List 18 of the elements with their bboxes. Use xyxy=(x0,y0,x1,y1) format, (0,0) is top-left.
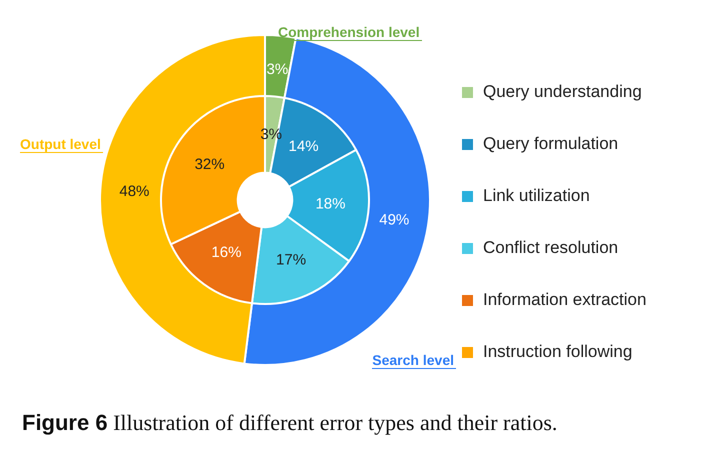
legend-label: Query understanding xyxy=(483,82,642,102)
data-label: 32% xyxy=(194,156,225,173)
slice-label: Comprehension level xyxy=(278,24,422,41)
data-label: 16% xyxy=(211,244,242,262)
legend-label: Conflict resolution xyxy=(483,238,618,258)
data-label: 14% xyxy=(288,138,319,156)
legend-label: Query formulation xyxy=(483,134,618,154)
data-label: 18% xyxy=(315,195,346,212)
legend-label: Link utilization xyxy=(483,186,590,206)
legend-label: Instruction following xyxy=(483,342,632,362)
legend-label: Information extraction xyxy=(483,290,646,310)
data-label: 17% xyxy=(276,251,306,268)
data-label: 49% xyxy=(379,212,410,229)
caption: Figure 6 Illustration of different error types and their ratios. xyxy=(22,410,558,435)
slice-label: Search level xyxy=(372,352,456,369)
data-label: 3% xyxy=(266,60,288,78)
data-label: 48% xyxy=(119,182,150,200)
slice-label: Output level xyxy=(20,136,103,153)
